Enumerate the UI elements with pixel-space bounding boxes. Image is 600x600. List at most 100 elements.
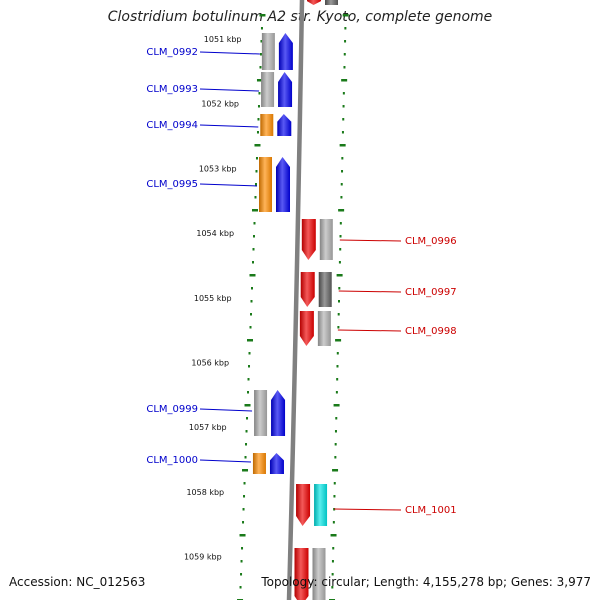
left-tick: [243, 482, 246, 485]
left-tick: [254, 196, 257, 199]
label-leader-line: [339, 239, 402, 242]
right-tick: [339, 222, 342, 225]
gene-label[interactable]: CLM_1001: [405, 505, 457, 516]
left-tick: [253, 222, 256, 225]
right-tick: [330, 534, 337, 537]
left-tick: [259, 66, 262, 69]
cog-category-block: [325, 0, 339, 5]
reverse-gene-arrow: [301, 219, 316, 260]
right-tick: [344, 40, 347, 43]
right-tick: [332, 521, 335, 524]
right-tick: [332, 547, 335, 550]
partial-gene[interactable]: [307, 0, 339, 5]
reverse-gene-arrow: [300, 272, 315, 307]
gene-CLM_0999[interactable]: [254, 390, 286, 436]
kbp-label: 1056 kbp: [191, 359, 229, 368]
left-tick: [249, 274, 256, 277]
right-tick: [333, 404, 340, 407]
left-tick: [244, 404, 251, 407]
partial-gene[interactable]: [294, 548, 326, 600]
right-tick: [338, 209, 345, 212]
left-tick: [254, 183, 257, 186]
gene-label[interactable]: CLM_0999: [146, 404, 198, 415]
left-tick: [251, 261, 254, 264]
left-tick: [258, 92, 261, 95]
left-tick: [257, 105, 260, 108]
reverse-gene-arrow: [294, 548, 309, 600]
right-tick: [335, 391, 338, 394]
right-tick: [335, 339, 342, 342]
right-tick: [338, 287, 341, 290]
right-tick: [332, 469, 339, 472]
forward-gene-arrow: [277, 114, 292, 136]
right-tick: [340, 196, 343, 199]
gene-label[interactable]: CLM_0997: [405, 287, 457, 298]
kbp-label: 1051 kbp: [204, 35, 242, 44]
cog-category-block: [319, 219, 333, 260]
cog-category-block: [254, 390, 268, 436]
left-tick: [255, 170, 258, 173]
right-tick: [339, 144, 346, 147]
forward-gene-arrow: [269, 453, 284, 474]
right-tick: [342, 92, 345, 95]
right-tick: [341, 79, 348, 82]
left-tick: [252, 235, 255, 238]
gene-label[interactable]: CLM_0993: [146, 84, 198, 95]
kbp-label: 1055 kbp: [194, 294, 232, 303]
left-tick: [259, 53, 262, 56]
gene-CLM_0995[interactable]: [259, 157, 291, 212]
left-tick: [240, 560, 243, 563]
gene-labels: CLM_0992 CLM_0993 CLM_0994 CLM_0995 CLM_0996…: [146, 47, 456, 516]
right-tick: [334, 456, 337, 459]
left-tick: [245, 443, 248, 446]
label-leader-line: [199, 124, 259, 128]
left-tick: [250, 287, 253, 290]
left-tick: [247, 391, 250, 394]
label-leader-line: [199, 459, 251, 463]
left-tick: [245, 430, 248, 433]
gene-label[interactable]: CLM_0995: [146, 179, 198, 190]
gene-CLM_0997[interactable]: [300, 272, 332, 307]
right-tick: [339, 235, 342, 238]
gene-label[interactable]: CLM_0994: [146, 120, 198, 131]
forward-gene-arrow: [278, 33, 293, 70]
left-tick: [250, 300, 253, 303]
gene-CLM_1000[interactable]: [252, 453, 284, 474]
right-tick: [343, 66, 346, 69]
cog-category-block: [318, 272, 332, 307]
reverse-gene-arrow: [307, 0, 322, 5]
cog-category-block: [312, 548, 326, 600]
forward-gene-arrow: [278, 72, 293, 107]
kbp-label: 1057 kbp: [189, 423, 227, 432]
label-leader-line: [337, 329, 402, 332]
gene-CLM_0994[interactable]: [260, 114, 292, 136]
gene-CLM_0992[interactable]: [261, 33, 293, 70]
right-tick: [334, 430, 337, 433]
gene-CLM_1001[interactable]: [296, 484, 328, 526]
right-tick: [341, 131, 344, 134]
left-tick: [257, 118, 260, 121]
reverse-gene-arrow: [296, 484, 311, 526]
left-tick: [247, 378, 250, 381]
gene-CLM_0998[interactable]: [299, 311, 331, 346]
gene-label[interactable]: CLM_1000: [146, 455, 198, 466]
kbp-label: 1059 kbp: [184, 553, 222, 562]
left-tick: [255, 157, 258, 160]
right-tick: [331, 573, 334, 576]
gene-CLM_0993[interactable]: [261, 72, 293, 107]
label-leader-line: [199, 408, 253, 412]
left-tick: [256, 131, 259, 134]
left-tick: [259, 14, 266, 17]
label-leader-line: [199, 183, 258, 187]
gene-CLM_0996[interactable]: [301, 219, 333, 260]
right-tick: [344, 27, 347, 30]
gene-label[interactable]: CLM_0998: [405, 326, 457, 337]
gene-label[interactable]: CLM_0996: [405, 236, 457, 247]
cog-category-block: [317, 311, 331, 346]
right-tick: [338, 300, 340, 303]
label-leader-line: [334, 508, 402, 511]
left-tick: [242, 508, 245, 511]
gene-label[interactable]: CLM_0992: [146, 47, 198, 58]
right-tick: [342, 14, 349, 17]
